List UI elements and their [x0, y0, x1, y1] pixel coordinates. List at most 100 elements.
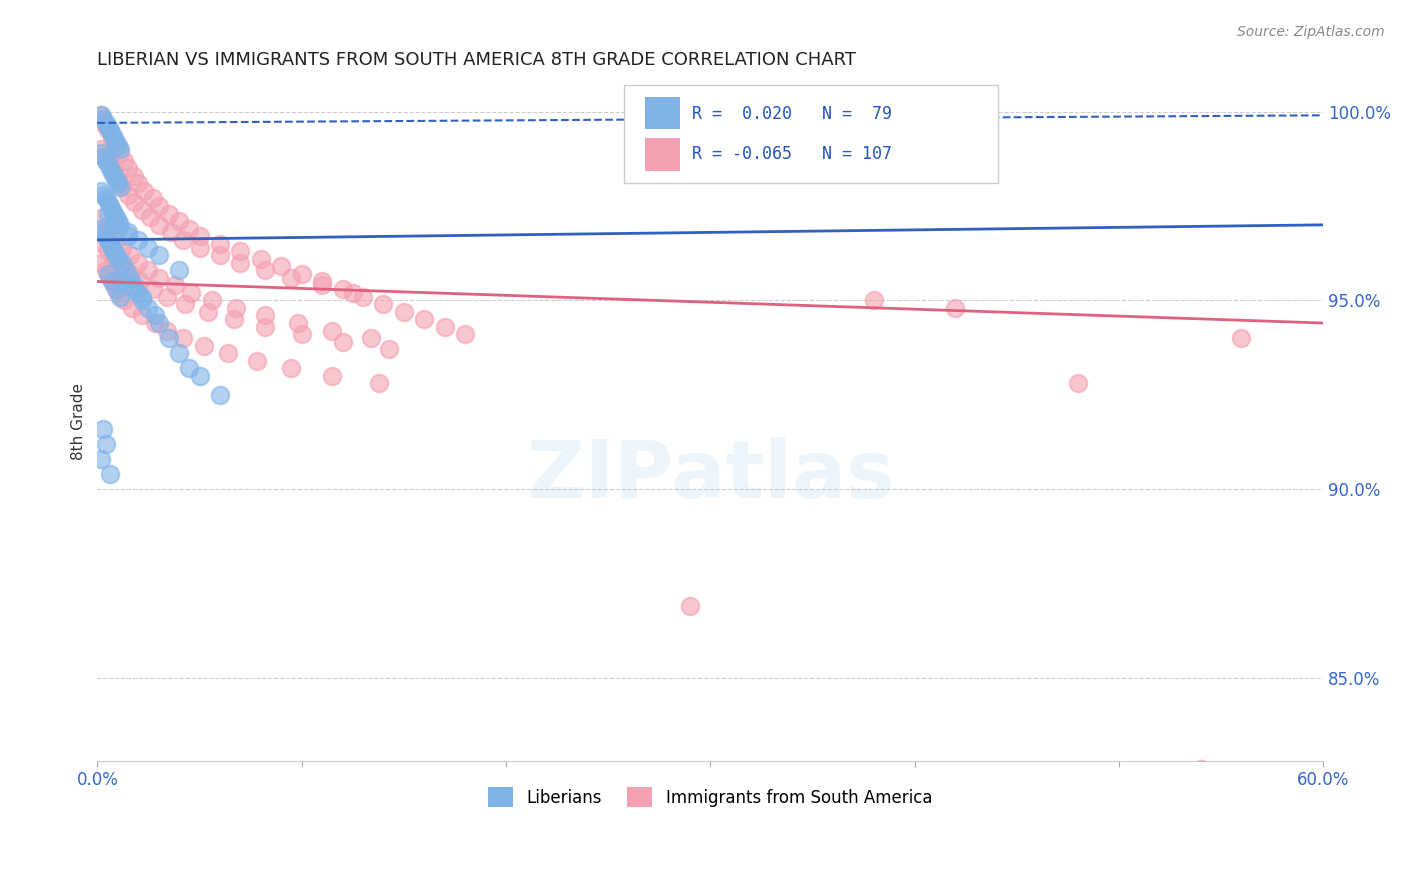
Point [103, 206, 125, 220]
Point [122, 169, 145, 183]
Point [122, 278, 145, 293]
Point [311, 278, 333, 293]
Point [98, 467, 121, 481]
Point [112, 293, 135, 308]
Point [342, 285, 364, 300]
Point [90, 108, 112, 122]
Text: LIBERIAN VS IMMIGRANTS FROM SOUTH AMERICA 8TH GRADE CORRELATION CHART: LIBERIAN VS IMMIGRANTS FROM SOUTH AMERIC… [97, 51, 856, 69]
Point [287, 316, 309, 330]
Point [229, 244, 252, 259]
Point [94, 116, 117, 130]
Point [321, 324, 343, 338]
Point [454, 327, 477, 342]
Point [156, 290, 179, 304]
Point [103, 214, 125, 228]
Point [143, 316, 166, 330]
Point [392, 304, 415, 318]
Point [174, 297, 197, 311]
Point [90, 146, 112, 161]
Legend: Liberians, Immigrants from South America: Liberians, Immigrants from South America [482, 780, 939, 814]
Point [97, 123, 120, 137]
Point [253, 309, 276, 323]
Point [157, 331, 180, 345]
Point [127, 233, 149, 247]
Point [107, 221, 129, 235]
Point [103, 169, 125, 183]
Point [112, 153, 135, 168]
Point [103, 165, 125, 179]
Point [93, 226, 115, 240]
Point [104, 233, 127, 247]
Point [368, 376, 391, 391]
Point [172, 331, 194, 345]
Point [208, 388, 231, 402]
Point [127, 255, 149, 269]
Point [188, 240, 211, 254]
Point [111, 180, 134, 194]
Point [107, 177, 129, 191]
Point [139, 211, 162, 225]
Point [141, 282, 163, 296]
FancyBboxPatch shape [624, 85, 998, 184]
Point [127, 177, 149, 191]
Point [352, 290, 374, 304]
Point [97, 206, 120, 220]
Text: R = -0.065   N = 107: R = -0.065 N = 107 [692, 145, 891, 163]
Point [93, 422, 115, 436]
Point [360, 331, 382, 345]
Point [98, 236, 121, 251]
Point [122, 195, 145, 210]
Point [373, 297, 395, 311]
Point [117, 161, 139, 176]
Point [131, 293, 153, 308]
Point [90, 255, 112, 269]
Point [93, 187, 115, 202]
Point [127, 285, 149, 300]
Point [107, 138, 129, 153]
Point [117, 187, 139, 202]
Point [148, 270, 170, 285]
Point [93, 236, 115, 251]
Point [270, 260, 292, 274]
Point [90, 108, 112, 122]
Text: R =  0.020   N =  79: R = 0.020 N = 79 [692, 105, 891, 123]
Point [93, 116, 115, 130]
Point [104, 248, 127, 262]
Point [138, 263, 160, 277]
Point [148, 248, 170, 262]
Point [103, 131, 125, 145]
Point [107, 214, 129, 228]
Point [104, 172, 127, 186]
Point [179, 221, 201, 235]
Point [131, 290, 153, 304]
Point [94, 437, 117, 451]
Point [111, 260, 134, 274]
Point [104, 135, 127, 149]
Point [108, 290, 131, 304]
Point [93, 211, 115, 225]
Point [291, 267, 314, 281]
Point [98, 270, 121, 285]
Point [94, 229, 117, 244]
Point [97, 244, 120, 259]
Point [111, 240, 134, 254]
Point [1067, 376, 1090, 391]
Point [98, 199, 121, 213]
Point [100, 226, 122, 240]
Point [100, 127, 122, 141]
Point [225, 301, 247, 315]
Point [122, 282, 145, 296]
Point [97, 267, 120, 281]
Point [157, 206, 180, 220]
Point [148, 218, 170, 232]
Point [179, 361, 201, 376]
Point [97, 157, 120, 171]
Point [108, 142, 131, 156]
Point [378, 343, 401, 357]
Point [197, 304, 219, 318]
Point [100, 202, 122, 217]
Point [188, 368, 211, 383]
Point [93, 112, 115, 127]
Point [217, 346, 239, 360]
Point [148, 199, 170, 213]
